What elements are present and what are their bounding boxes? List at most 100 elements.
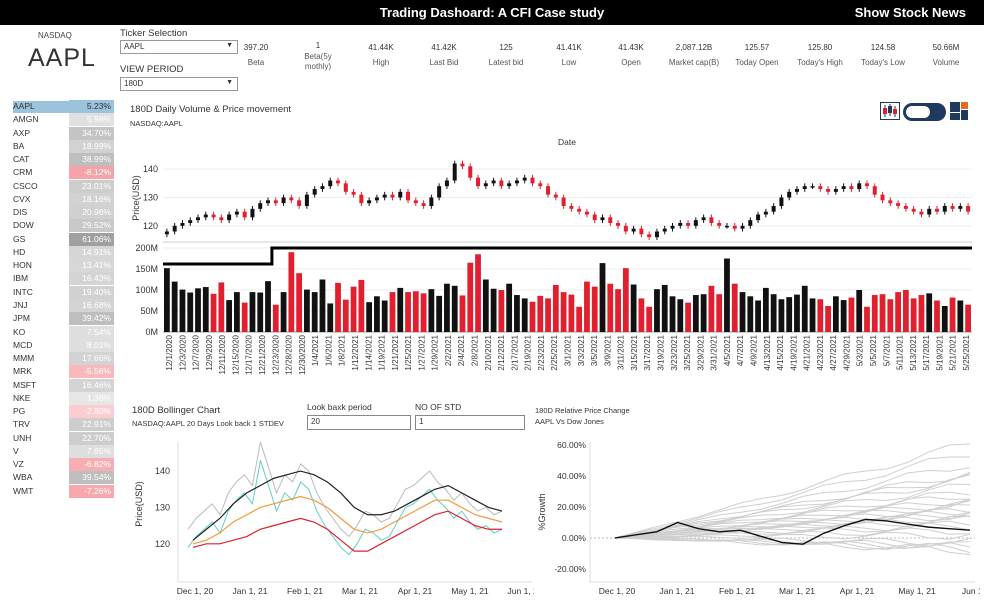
ticker-row-hd[interactable]: HD 14.91% xyxy=(10,245,114,259)
view-period-select[interactable]: 180D ▼ xyxy=(120,77,238,91)
ticker-name: AXP xyxy=(13,127,31,138)
candle-body xyxy=(693,220,698,226)
ticker-select[interactable]: AAPL ▼ xyxy=(120,40,238,54)
volume-bar xyxy=(234,292,240,332)
ticker-row-cat[interactable]: CAT 38.99% xyxy=(10,153,114,167)
date-tick: 4/7/2021 xyxy=(736,334,745,366)
ticker-row-msft[interactable]: MSFT 16.46% xyxy=(10,378,114,392)
date-tick: 2/2/2021 xyxy=(444,334,453,366)
volume-bar xyxy=(646,306,653,332)
view-period-label: VIEW PERIOD xyxy=(120,64,184,75)
date-tick: 5/3/2021 xyxy=(856,334,865,366)
ticker-row-unh[interactable]: UNH 22.70% xyxy=(10,431,114,445)
volume-bar xyxy=(342,299,349,332)
candle-body xyxy=(880,194,885,201)
ticker-row-nke[interactable]: NKE 1.38% xyxy=(10,391,114,405)
ticker-row-axp[interactable]: AXP 34.70% xyxy=(10,126,114,140)
ticker-row-pg[interactable]: PG -2.80% xyxy=(10,405,114,419)
ticker-row-ko[interactable]: KO 7.54% xyxy=(10,325,114,339)
candle-body xyxy=(227,214,232,221)
volume-bar xyxy=(195,288,201,332)
volume-tick: 0M xyxy=(145,327,158,337)
ticker-row-ibm[interactable]: IBM 16.43% xyxy=(10,272,114,286)
stat-value: 41.43K xyxy=(618,43,644,52)
ticker-change: 1.38% xyxy=(69,391,114,405)
price-tick: 140 xyxy=(143,164,158,174)
ticker-name: GS xyxy=(13,233,26,244)
stat-beta: 397.20 Beta xyxy=(244,43,268,67)
ticker-row-csco[interactable]: CSCO 23.01% xyxy=(10,179,114,193)
candle-body xyxy=(950,206,955,209)
date-tick: 12/30/2020 xyxy=(298,334,307,375)
date-tick: 12/9/2020 xyxy=(205,334,214,370)
lookback-input[interactable]: 20 xyxy=(307,415,411,430)
volume-bar xyxy=(669,296,676,332)
ticker-list: AAPL 5.23% AMGN 5.98% AXP 34.70% BA 18.99% CAT 38… xyxy=(10,100,114,498)
ticker-row-jnj[interactable]: JNJ 16.68% xyxy=(10,298,114,312)
volume-bar xyxy=(654,289,660,332)
ticker-row-dow[interactable]: DOW 29.52% xyxy=(10,219,114,233)
ticker-row-trv[interactable]: TRV 22.91% xyxy=(10,418,114,432)
date-tick: 1/14/2021 xyxy=(364,334,373,370)
ticker-row-hon[interactable]: HON 13.41% xyxy=(10,259,114,273)
date-tick: 2/4/2021 xyxy=(457,334,466,366)
dow-component-line xyxy=(614,443,971,539)
dow-component-line xyxy=(614,474,971,539)
date-tick: 12/7/2020 xyxy=(192,334,201,370)
date-tick: 1/4/2021 xyxy=(311,334,320,366)
candle-body xyxy=(740,225,745,229)
volume-bar xyxy=(949,297,956,332)
bollinger-x-tick: Jan 1, 21 xyxy=(233,586,268,596)
candle-body xyxy=(413,200,418,204)
show-stock-news-button[interactable]: Show Stock News xyxy=(854,5,966,20)
volume-bar xyxy=(444,283,450,332)
ticker-row-ba[interactable]: BA 18.99% xyxy=(10,139,114,153)
candle-body xyxy=(421,203,426,206)
candle-body xyxy=(748,220,753,226)
candle-body xyxy=(608,217,613,223)
ticker-row-amgn[interactable]: AMGN 5.98% xyxy=(10,113,114,127)
candle-body xyxy=(343,183,348,192)
ticker-change: 5.23% xyxy=(69,100,114,113)
ticker-row-dis[interactable]: DIS 20.96% xyxy=(10,206,114,220)
ticker-row-wmt[interactable]: WMT -7.26% xyxy=(10,484,114,498)
candle-body xyxy=(864,183,869,187)
ticker-row-v[interactable]: V 7.85% xyxy=(10,444,114,458)
ticker-row-gs[interactable]: GS 61.06% xyxy=(10,232,114,246)
candle-body xyxy=(203,214,208,218)
ticker-row-mmm[interactable]: MMM 17.66% xyxy=(10,352,114,366)
volume-bar xyxy=(210,293,217,332)
date-tick: 12/3/2020 xyxy=(178,334,187,370)
volume-bar xyxy=(661,284,668,332)
volume-bar xyxy=(591,286,598,332)
ticker-row-mcd[interactable]: MCD 8.01% xyxy=(10,338,114,352)
ticker-row-aapl[interactable]: AAPL 5.23% xyxy=(10,100,114,113)
candle-body xyxy=(600,217,605,221)
candlestick-chart-icon[interactable] xyxy=(880,102,900,120)
stat-today-s-high: 125.80 Today's High xyxy=(797,43,843,67)
std-input[interactable]: 1 xyxy=(415,415,525,430)
ticker-row-vz[interactable]: VZ -6.82% xyxy=(10,458,114,472)
layout-grid-icon[interactable] xyxy=(950,102,968,120)
std-label: NO OF STD xyxy=(415,402,462,412)
candle-body xyxy=(351,191,356,195)
ticker-row-crm[interactable]: CRM -8.12% xyxy=(10,166,114,180)
relative-y-tick: 20.00% xyxy=(557,502,586,512)
date-tick: 3/23/2021 xyxy=(670,334,679,370)
stat-last-bid: 41.42K Last Bid xyxy=(430,43,459,67)
volume-price-chart: Date Price(USD)140 130 120 200M 150M 100M 50M 0M… xyxy=(131,137,972,375)
volume-bar xyxy=(514,295,520,332)
ticker-row-wba[interactable]: WBA 39.54% xyxy=(10,471,114,485)
chart-type-toggle[interactable] xyxy=(903,103,946,121)
stat-value: 2,087.12B xyxy=(675,43,713,52)
ticker-row-intc[interactable]: INTC 19.40% xyxy=(10,285,114,299)
candle-body xyxy=(631,228,636,232)
ticker-row-jpm[interactable]: JPM 39.42% xyxy=(10,312,114,326)
ticker-row-cvx[interactable]: CVX 18.16% xyxy=(10,192,114,206)
ticker-change: 14.91% xyxy=(69,245,114,259)
stat-today-s-low: 124.58 Today's Low xyxy=(861,43,905,67)
chevron-down-icon: ▼ xyxy=(226,79,233,86)
date-tick: 5/17/2021 xyxy=(922,334,931,370)
ticker-row-mrk[interactable]: MRK -5.56% xyxy=(10,365,114,379)
volume-bar xyxy=(630,284,637,332)
